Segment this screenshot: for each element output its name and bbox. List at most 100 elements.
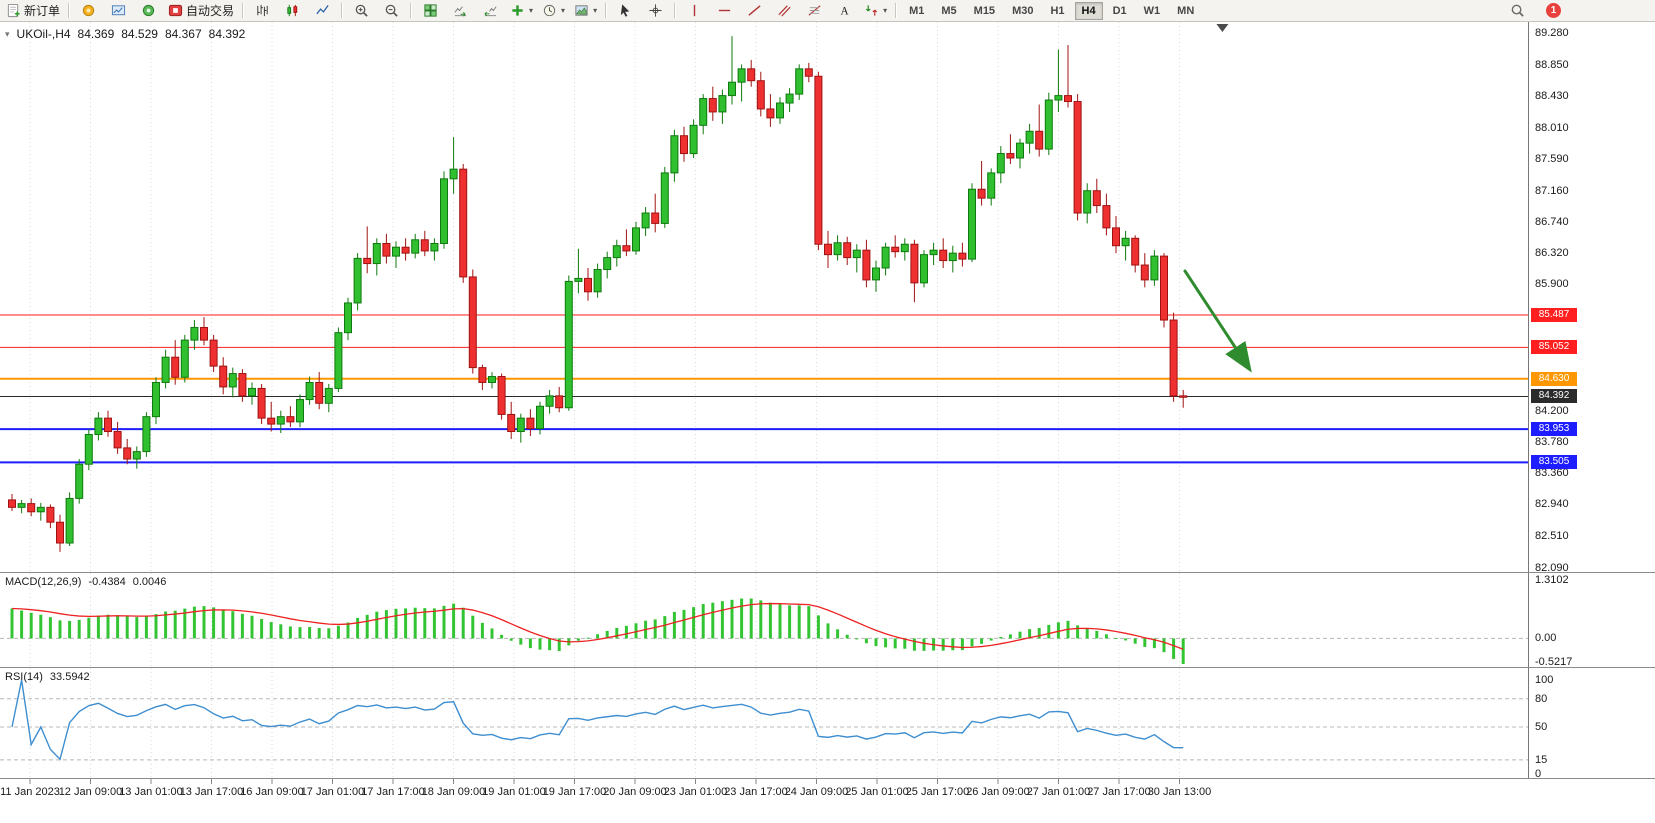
zoom-out-button[interactable] — [377, 0, 406, 21]
timeframe-h4-button[interactable]: H4 — [1074, 1, 1103, 20]
time-tick-label: 30 Jan 13:00 — [1147, 786, 1212, 798]
price-tick-label: 85.900 — [1535, 278, 1569, 291]
price-axis[interactable]: 89.280 88.850 88.430 88.010 87.590 87.160 86.7… — [1528, 22, 1655, 574]
timeframe-m5-button[interactable]: M5 — [941, 4, 957, 17]
timeframe-m1-button[interactable]: M1 — [909, 4, 925, 17]
toolbar-separator — [410, 3, 413, 18]
notification-badge[interactable]: 1 — [1546, 3, 1561, 18]
price-tick-label: 87.590 — [1535, 152, 1569, 165]
macd-signal-value: 0.0046 — [132, 576, 167, 588]
grid-lines — [29, 22, 1180, 572]
search-button[interactable] — [1503, 0, 1532, 21]
macd-tick-label: 0.00 — [1535, 632, 1557, 645]
macd-panel[interactable]: MACD(12,26,9) -0.4384 0.0046 1.3102 0.00 -… — [0, 573, 1655, 668]
chart-window: ▾ UKOil-,H4 84.369 84.529 84.367 84.392 … — [0, 22, 1655, 823]
timeframe-h1-button[interactable]: H1 — [1050, 4, 1065, 17]
time-tick-label: 13 Jan 17:00 — [179, 786, 244, 798]
toolbar-separator — [242, 3, 245, 18]
rsi-tick-label: 50 — [1535, 721, 1548, 733]
new-order-button[interactable]: 新订单 — [2, 0, 64, 21]
indicators-button[interactable]: ▾ — [506, 0, 537, 21]
price-tick-label: 86.740 — [1535, 215, 1569, 228]
autotrading-button[interactable]: 自动交易 — [164, 0, 238, 21]
cursor-icon — [618, 3, 633, 18]
time-tick-label: 23 Jan 17:00 — [724, 786, 788, 798]
time-axis[interactable]: 11 Jan 2023 12 Jan 09:00 13 Jan 01:00 13 Ja… — [0, 779, 1655, 823]
navigator-icon — [141, 3, 156, 18]
macd-label: MACD(12,26,9) -0.4384 0.0046 — [5, 576, 166, 588]
time-tick-label: 24 Jan 09:00 — [784, 786, 849, 798]
time-tick-label: 17 Jan 01:00 — [300, 786, 365, 798]
line-chart-icon — [315, 3, 330, 18]
timeframe-w1-button[interactable]: W1 — [1143, 4, 1161, 17]
timeframe-m30-button[interactable]: M30 — [1012, 4, 1034, 17]
arrows-button[interactable]: ▾ — [860, 0, 891, 21]
open-value: 84.369 — [77, 27, 115, 41]
macd-histogram — [10, 598, 1185, 665]
chart-shift-button[interactable] — [476, 0, 505, 21]
fibonacci-button[interactable] — [800, 0, 829, 21]
zoom-in-button[interactable] — [347, 0, 376, 21]
autoscroll-icon — [453, 3, 468, 18]
bar-chart-button[interactable] — [248, 0, 277, 21]
rsi-tick-label: 0 — [1535, 768, 1542, 780]
time-tick-label: 27 Jan 17:00 — [1087, 786, 1151, 798]
trendline-button[interactable] — [740, 0, 769, 21]
macd-name: MACD(12,26,9) — [5, 576, 82, 588]
vertical-line-button[interactable] — [680, 0, 709, 21]
chart-shift-marker[interactable] — [1216, 24, 1229, 32]
macd-axis: 1.3102 0.00 -0.5217 — [1528, 573, 1655, 669]
toolbar-separator — [341, 3, 344, 18]
price-tick-label: 83.360 — [1535, 467, 1569, 480]
market-watch-button[interactable] — [104, 0, 133, 21]
price-tick-label: 83.780 — [1535, 435, 1569, 448]
vertical-line-icon — [687, 3, 702, 18]
auto-scroll-button[interactable] — [446, 0, 475, 21]
time-tick-label: 25 Jan 17:00 — [905, 786, 970, 798]
equidistant-channel-button[interactable] — [770, 0, 799, 21]
low-value: 84.367 — [164, 27, 202, 41]
time-tick-label: 25 Jan 01:00 — [845, 786, 909, 798]
rsi-panel[interactable]: RSI(14) 33.5942 100 80 50 15 0 — [0, 668, 1655, 780]
new-order-button-label: 新订单 — [24, 4, 61, 18]
text-button[interactable]: A — [830, 0, 859, 21]
price-tag-84.630: 84.630 — [1531, 371, 1577, 386]
templates-button[interactable]: ▾ — [570, 0, 601, 21]
alerts-button[interactable] — [74, 0, 103, 21]
macd-tick-label: -0.5217 — [1535, 656, 1573, 669]
timeframe-m15-button[interactable]: M15 — [973, 4, 996, 17]
crosshair-button[interactable] — [641, 0, 670, 21]
alerts-icon — [81, 3, 96, 18]
one-click-trading-toggle[interactable]: ▾ — [5, 28, 10, 39]
trend-arrow-annotation[interactable] — [1183, 269, 1252, 373]
navigator-button[interactable] — [134, 0, 163, 21]
zoom-in-icon — [354, 3, 369, 18]
rsi-chart — [0, 668, 1528, 778]
timeframe-mn-button[interactable]: MN — [1177, 4, 1195, 17]
trendline-icon — [747, 3, 762, 18]
svg-text:A: A — [841, 6, 850, 18]
rsi-tick-label: 15 — [1535, 753, 1548, 766]
price-tag-83.953: 83.953 — [1531, 422, 1577, 437]
candlestick-button[interactable] — [278, 0, 307, 21]
main-chart-panel[interactable]: ▾ UKOil-,H4 84.369 84.529 84.367 84.392 … — [0, 22, 1655, 574]
dropdown-caret-icon: ▾ — [561, 6, 566, 15]
candles — [8, 36, 1188, 552]
zoom-out-icon — [384, 3, 399, 18]
dropdown-caret-icon: ▾ — [593, 6, 598, 15]
cursor-button[interactable] — [611, 0, 640, 21]
price-tag-83.505: 83.505 — [1531, 455, 1577, 470]
macd-value: -0.4384 — [88, 576, 126, 588]
market-watch-icon — [111, 3, 126, 18]
line-chart-button[interactable] — [308, 0, 337, 21]
horizontal-line-button[interactable] — [710, 0, 739, 21]
timeframe-d1-button[interactable]: D1 — [1112, 4, 1127, 17]
candlestick-chart[interactable] — [0, 22, 1528, 572]
high-value: 84.529 — [121, 27, 158, 41]
time-tick-label: 11 Jan 2023 — [0, 786, 60, 798]
symbol-period-label: UKOil-,H4 — [16, 27, 71, 41]
periods-button[interactable]: ▾ — [538, 0, 569, 21]
dropdown-caret-icon: ▾ — [529, 6, 534, 15]
close-value: 84.392 — [208, 27, 246, 41]
tile-windows-button[interactable] — [416, 0, 445, 21]
